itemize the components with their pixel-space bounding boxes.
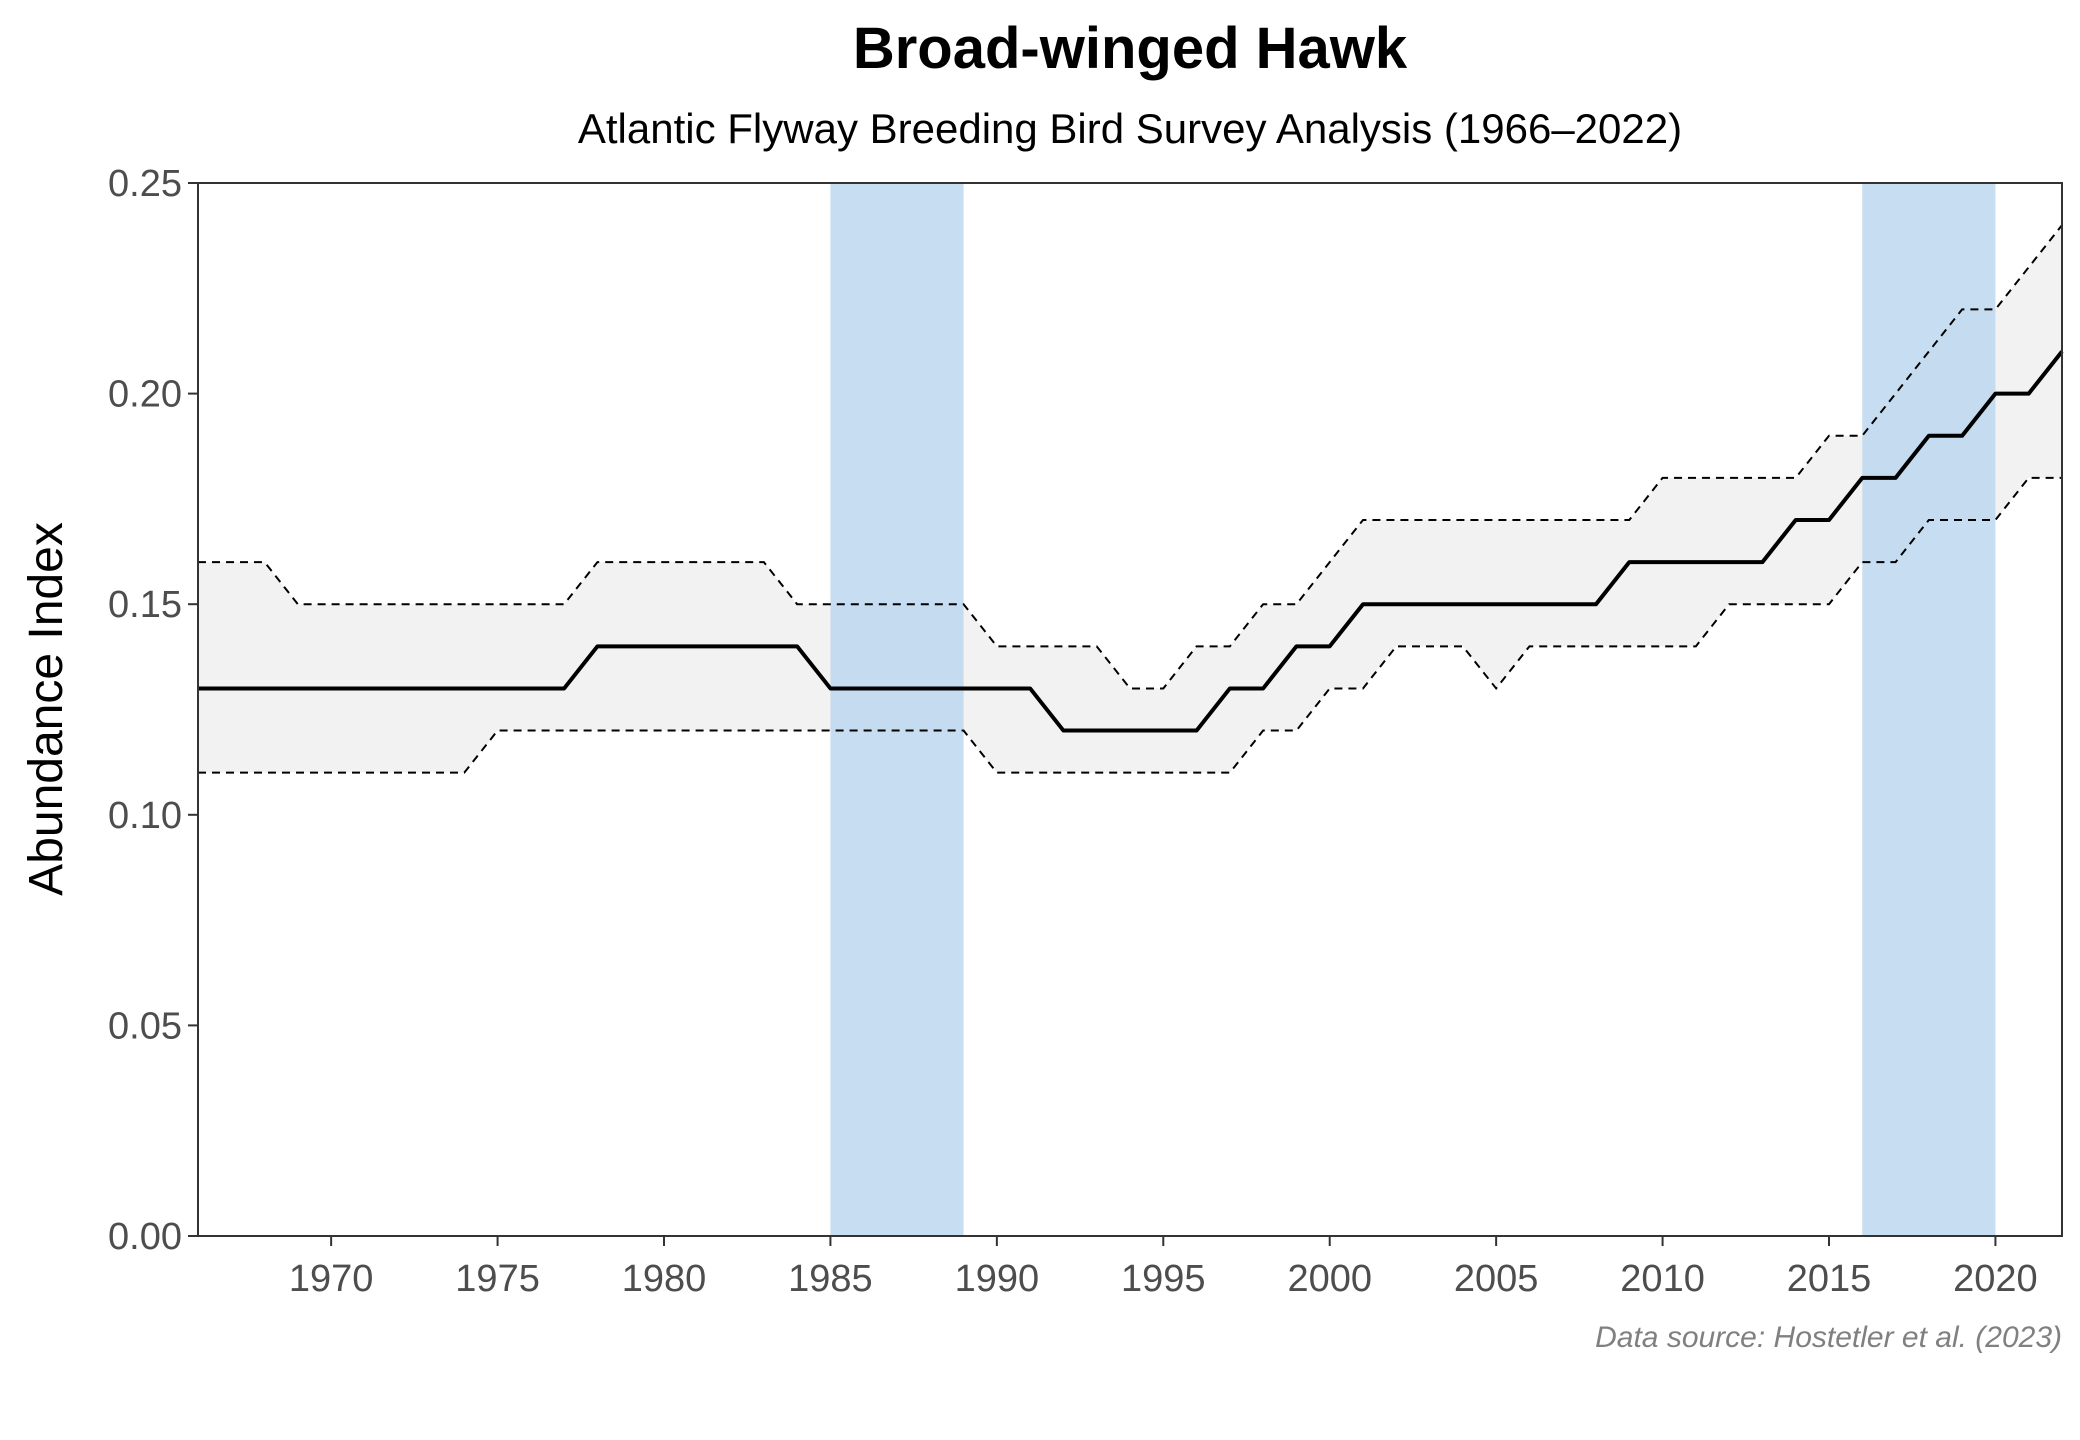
y-tick-label: 0.00: [108, 1216, 182, 1258]
x-tick-label: 1990: [955, 1258, 1040, 1300]
x-tick-label: 2005: [1454, 1258, 1539, 1300]
x-tick-label: 2015: [1787, 1258, 1872, 1300]
x-tick-label: 2020: [1953, 1258, 2038, 1300]
data-source-caption: Data source: Hostetler et al. (2023): [1595, 1321, 2062, 1354]
y-tick-label: 0.15: [108, 584, 182, 626]
x-tick-label: 1980: [622, 1258, 707, 1300]
y-tick-label: 0.05: [108, 1005, 182, 1047]
highlight-period-2: [1862, 183, 1996, 1236]
abundance-index-line: [198, 350, 2064, 733]
x-tick-label: 1995: [1121, 1258, 1206, 1300]
y-tick-label: 0.20: [108, 374, 182, 416]
x-tick-label: 1975: [455, 1258, 540, 1300]
chart-title: Broad-winged Hawk: [853, 16, 1408, 81]
plot-area: 0.00 0.05 0.10 0.15 0.20 0.25 1970 1975 1980 1985…: [108, 163, 2064, 1300]
confidence-band: [198, 225, 2062, 773]
plot-border: [197, 182, 2063, 1237]
y-axis-title: Abundance Index: [20, 522, 73, 896]
upper-ci-line: [198, 224, 2063, 690]
lower-ci-line: [198, 476, 2062, 774]
x-tick-label: 2010: [1620, 1258, 1705, 1300]
highlight-period-1: [830, 183, 964, 1236]
x-tick-label: 1985: [788, 1258, 873, 1300]
y-tick-label: 0.10: [108, 795, 182, 837]
chart-subtitle: Atlantic Flyway Breeding Bird Survey Ana…: [578, 105, 1682, 152]
x-tick-label: 2000: [1287, 1258, 1372, 1300]
y-tick-label: 0.25: [108, 163, 182, 205]
x-tick-label: 1970: [289, 1258, 374, 1300]
